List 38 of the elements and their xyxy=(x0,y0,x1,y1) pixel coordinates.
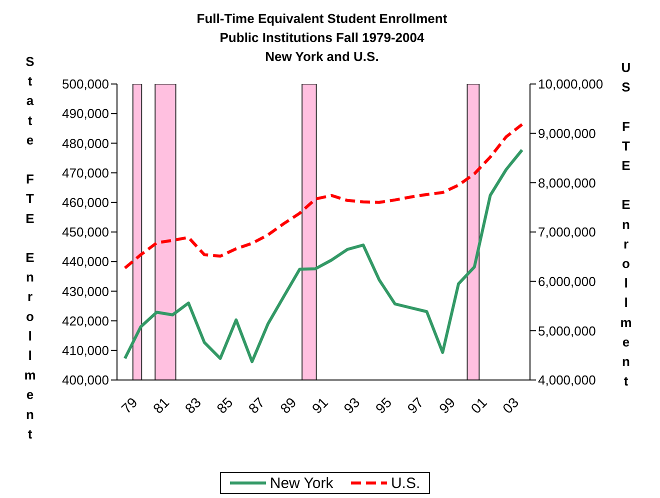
y-tick-label: 400,000 xyxy=(62,372,109,388)
x-tick-label: 95 xyxy=(372,394,395,416)
x-tick-label: 97 xyxy=(404,394,426,416)
x-tick-label: 89 xyxy=(276,394,300,416)
y-tick-label: 440,000 xyxy=(62,254,109,270)
y-tick-label: 460,000 xyxy=(62,195,109,210)
y-tick-label: 470,000 xyxy=(62,165,109,180)
y2-tick-label: 6,000,000 xyxy=(538,274,596,289)
x-tick-label: 01 xyxy=(468,394,490,416)
y-tick-label: 430,000 xyxy=(62,284,109,299)
y2-tick-label: 5,000,000 xyxy=(538,323,596,338)
y2-tick-label: 4,000,000 xyxy=(538,372,596,388)
x-tick-label: 91 xyxy=(308,394,332,416)
y2-tick-label: 8,000,000 xyxy=(538,175,596,190)
line-series xyxy=(123,122,524,270)
y-tick-label: 410,000 xyxy=(62,343,109,358)
legend-label: U.S. xyxy=(390,474,420,492)
text: State FTE Enrollment xyxy=(24,54,36,442)
x-tick-label: 03 xyxy=(499,394,522,416)
text: US FTE Enrollment xyxy=(620,60,632,389)
legend-label: New York xyxy=(270,474,334,492)
y-tick-label: 490,000 xyxy=(62,106,109,122)
x-tick-label: 87 xyxy=(245,394,268,416)
x-tick-label: 83 xyxy=(182,394,204,416)
x-tick-label: 79 xyxy=(118,394,141,416)
x-tick-label: 81 xyxy=(150,394,172,416)
y2-tick-label: 10,000,000 xyxy=(538,76,604,92)
y-tick-label: 480,000 xyxy=(62,136,109,151)
y-tick-label: 420,000 xyxy=(62,313,109,328)
y-tick-label: 450,000 xyxy=(62,224,109,240)
x-tick-label: 93 xyxy=(340,394,363,416)
y2-tick-label: 9,000,000 xyxy=(538,126,596,141)
x-tick-label: 99 xyxy=(436,394,458,416)
line-series xyxy=(123,148,524,364)
x-tick-label: 85 xyxy=(213,394,236,416)
chart-title: Full-Time Equivalent Student Enrollment Public Institutions Fall 1979-2004 New York and U.S. xyxy=(196,11,448,64)
y2-tick-label: 7,000,000 xyxy=(538,224,596,240)
y-tick-label: 500,000 xyxy=(62,76,109,92)
